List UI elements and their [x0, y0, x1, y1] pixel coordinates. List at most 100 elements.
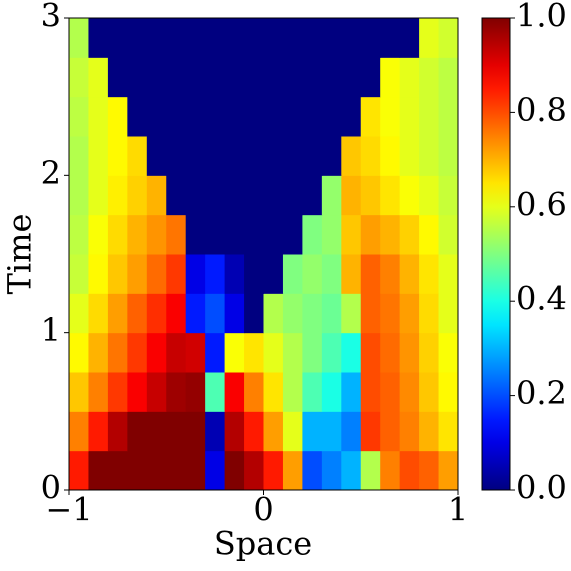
heatmap-cell [399, 18, 420, 58]
heatmap-cell [399, 411, 420, 452]
colorbar-tick-label: 0.0 [516, 469, 567, 507]
colorbar [481, 17, 511, 491]
heatmap-cell [302, 96, 323, 137]
colorbar-tick-label: 0.8 [516, 91, 567, 129]
heatmap-cell [302, 372, 323, 412]
heatmap-cell [360, 254, 381, 294]
heatmap-cell [185, 293, 206, 334]
heatmap-cell [399, 450, 420, 491]
heatmap-cell [438, 450, 459, 491]
heatmap-cell [224, 254, 245, 294]
heatmap-cell [205, 18, 226, 58]
heatmap-cell [69, 214, 89, 255]
heatmap-cell [88, 136, 109, 176]
heatmap-cell [399, 136, 420, 176]
heatmap-cell [205, 136, 226, 176]
heatmap-cell [185, 254, 206, 294]
heatmap-cell [263, 372, 284, 412]
heatmap-cell [107, 18, 128, 58]
heatmap-cell [146, 96, 167, 137]
heatmap-cell [282, 254, 303, 294]
heatmap-cell [127, 450, 148, 491]
heatmap-cell [205, 96, 226, 137]
heatmap-cell [360, 450, 381, 491]
heatmap-cell [263, 136, 284, 176]
heatmap-cell [282, 214, 303, 255]
heatmap-cell [88, 175, 109, 216]
heatmap [69, 18, 459, 491]
heatmap-cell [380, 254, 401, 294]
heatmap-cell [107, 450, 128, 491]
heatmap-cell [282, 411, 303, 452]
x-tick-label: 0 [253, 491, 273, 529]
heatmap-cell [419, 254, 440, 294]
heatmap-cell [282, 450, 303, 491]
heatmap-cell [302, 332, 323, 373]
heatmap-cell [399, 372, 420, 412]
heatmap-cell [341, 411, 362, 452]
heatmap-cell [244, 214, 264, 255]
heatmap-cell [205, 332, 226, 373]
heatmap-cell [380, 293, 401, 334]
heatmap-cell [360, 214, 381, 255]
heatmap-cell [321, 96, 342, 137]
heatmap-cell [438, 293, 459, 334]
heatmap-cell [380, 411, 401, 452]
heatmap-cell [302, 18, 323, 58]
heatmap-cell [107, 254, 128, 294]
heatmap-cell [244, 96, 264, 137]
heatmap-cell [127, 372, 148, 412]
y-axis-title: Time [1, 214, 39, 295]
heatmap-cell [127, 214, 148, 255]
heatmap-cell [244, 136, 264, 176]
heatmap-cell [205, 57, 226, 98]
heatmap-cell [69, 57, 89, 98]
heatmap-cell [282, 175, 303, 216]
heatmap-cell [321, 175, 342, 216]
heatmap-cell [341, 450, 362, 491]
heatmap-cell [263, 214, 284, 255]
heatmap-cell [185, 175, 206, 216]
x-tick-label: −1 [45, 491, 92, 529]
heatmap-cell [360, 57, 381, 98]
heatmap-cell [69, 136, 89, 176]
heatmap-cell [127, 18, 148, 58]
heatmap-cell [88, 18, 109, 58]
heatmap-cell [282, 372, 303, 412]
heatmap-cell [224, 214, 245, 255]
heatmap-cell [399, 57, 420, 98]
heatmap-cell [205, 372, 226, 412]
heatmap-cell [419, 136, 440, 176]
heatmap-cell [146, 57, 167, 98]
heatmap-cell [438, 57, 459, 98]
heatmap-cell [166, 136, 187, 176]
heatmap-cell [438, 136, 459, 176]
heatmap-cell [419, 18, 440, 58]
heatmap-cell [360, 411, 381, 452]
heatmap-cell [107, 293, 128, 334]
x-tick-label: 1 [448, 491, 468, 529]
heatmap-cell [224, 332, 245, 373]
heatmap-cell [185, 411, 206, 452]
heatmap-cell [321, 411, 342, 452]
heatmap-cell [224, 136, 245, 176]
heatmap-cell [224, 450, 245, 491]
heatmap-cell [438, 96, 459, 137]
heatmap-cell [341, 332, 362, 373]
heatmap-cell [166, 254, 187, 294]
heatmap-cell [419, 96, 440, 137]
heatmap-cell [419, 175, 440, 216]
heatmap-cell [244, 18, 264, 58]
heatmap-cell [146, 450, 167, 491]
heatmap-cell [419, 214, 440, 255]
heatmap-cell [146, 372, 167, 412]
heatmap-cell [282, 332, 303, 373]
heatmap-cell [282, 18, 303, 58]
heatmap-cell [69, 18, 89, 58]
heatmap-cell [127, 57, 148, 98]
heatmap-cell [321, 57, 342, 98]
heatmap-cell [263, 175, 284, 216]
heatmap-cell [69, 293, 89, 334]
heatmap-cell [107, 57, 128, 98]
heatmap-cell [399, 214, 420, 255]
